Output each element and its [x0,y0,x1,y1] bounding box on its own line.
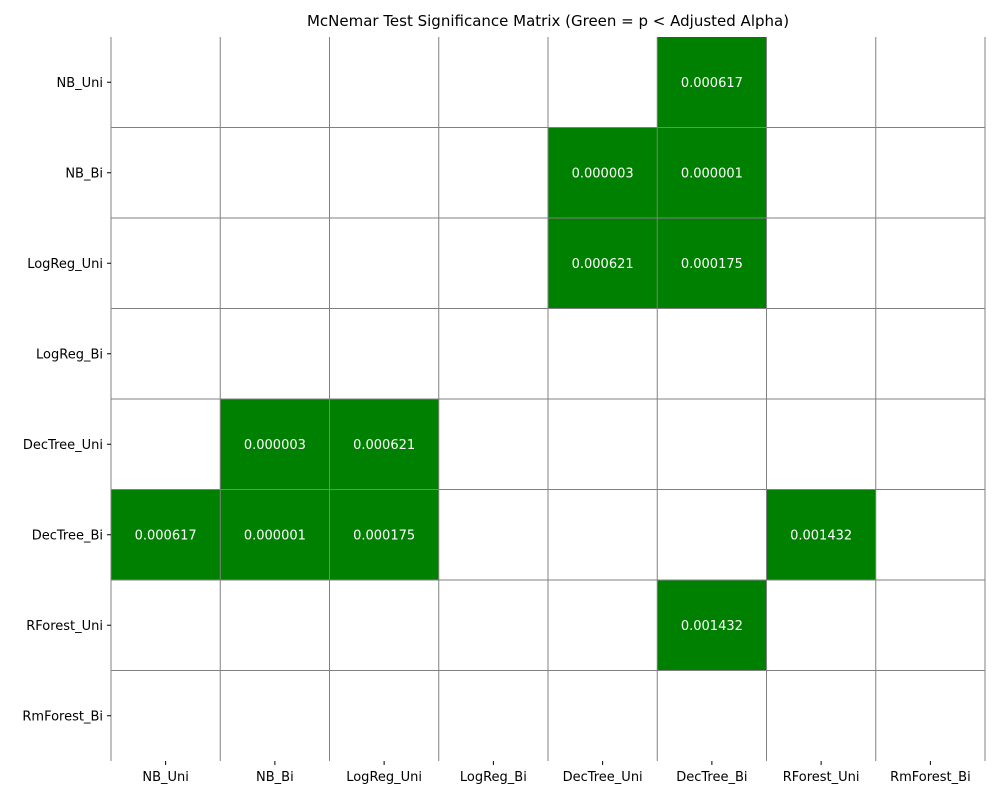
cell-value-label: 0.000001 [681,166,743,181]
heatmap-cell [657,308,767,399]
x-tick-label: LogReg_Bi [460,770,527,785]
heatmap-cell [220,218,330,309]
heatmap-cell [766,218,876,309]
heatmap-cell [438,670,548,761]
heatmap-cell [111,127,221,218]
heatmap-cell [220,37,330,128]
cell-value-label: 0.000621 [353,438,415,453]
heatmap-cell [548,399,658,490]
cell-value-label: 0.000621 [572,257,634,272]
heatmap-cell [875,127,985,218]
cell-value-label: 0.000003 [244,438,306,453]
x-tick-label: RmForest_Bi [890,770,971,785]
heatmap-cell [111,308,221,399]
heatmap-cell [766,308,876,399]
heatmap-cell [438,580,548,671]
heatmap-cell [329,489,439,580]
heatmap-cell [548,489,658,580]
heatmap-cell [220,399,330,490]
heatmap-cell [220,580,330,671]
heatmap-cell [329,308,439,399]
heatmap-cell [766,127,876,218]
y-tick-label: RmForest_Bi [22,709,103,724]
heatmap-cell [875,399,985,490]
heatmap-cell [438,37,548,128]
x-tick-label: RForest_Uni [783,770,860,785]
y-tick-label: NB_Bi [65,166,103,181]
cell-value-label: 0.000003 [572,166,634,181]
x-tick-label: NB_Bi [256,770,294,785]
heatmap-cell [766,670,876,761]
heatmap-cell [875,218,985,309]
heatmap-cell [875,37,985,128]
cell-value-label: 0.000617 [681,76,743,91]
cell-value-label: 0.000175 [681,257,743,272]
heatmap-cell [438,127,548,218]
heatmap-cell [657,218,767,309]
heatmap-cell [657,37,767,128]
heatmap-cell [766,37,876,128]
y-tick-label: LogReg_Bi [36,347,103,362]
heatmap-cell [329,127,439,218]
heatmap-cell [329,580,439,671]
heatmap-cell [111,399,221,490]
heatmap-cell [329,670,439,761]
cell-value-label: 0.000175 [353,528,415,543]
heatmap-cell [875,580,985,671]
heatmap-cell [548,308,658,399]
heatmap-cell [220,489,330,580]
heatmap-cell [875,670,985,761]
heatmap-cell [657,399,767,490]
heatmap-cell [657,489,767,580]
heatmap-cell [111,670,221,761]
heatmap-cell [111,489,221,580]
heatmap-cell [657,127,767,218]
y-tick-label: RForest_Uni [26,619,103,634]
heatmap-cell [548,670,658,761]
y-tick-label: DecTree_Bi [32,528,103,543]
heatmap-cell [438,218,548,309]
x-tick-label: DecTree_Bi [676,770,747,785]
heatmap-cell [111,37,221,128]
x-tick-label: LogReg_Uni [346,770,422,785]
heatmap-cell [438,308,548,399]
heatmap-cell [220,308,330,399]
heatmap-cell [438,399,548,490]
cell-value-label: 0.000617 [135,528,197,543]
heatmap-cell [220,670,330,761]
y-tick-label: LogReg_Uni [27,257,103,272]
heatmap-cell [329,399,439,490]
heatmap-cell [548,580,658,671]
heatmap-cell [548,218,658,309]
heatmap-cell [875,489,985,580]
cell-value-label: 0.001432 [681,619,743,634]
heatmap-cell [329,37,439,128]
y-tick-label: DecTree_Uni [23,438,103,453]
heatmap-cell [657,670,767,761]
heatmap-cell [111,218,221,309]
heatmap-cell [875,308,985,399]
cell-value-label: 0.001432 [790,528,852,543]
heatmap-cell [657,580,767,671]
heatmap-cell [766,399,876,490]
chart-title: McNemar Test Significance Matrix (Green … [306,12,790,30]
heatmap-cell [329,218,439,309]
heatmap-cell [438,489,548,580]
cell-value-label: 0.000001 [244,528,306,543]
heatmap-cell [548,127,658,218]
heatmap-cell [220,127,330,218]
heatmap-cell [111,580,221,671]
heatmap-cell [766,489,876,580]
heatmap-cell [766,580,876,671]
heatmap-cell [548,37,658,128]
x-tick-label: DecTree_Uni [563,770,643,785]
x-tick-label: NB_Uni [142,770,189,785]
y-tick-label: NB_Uni [56,76,103,91]
